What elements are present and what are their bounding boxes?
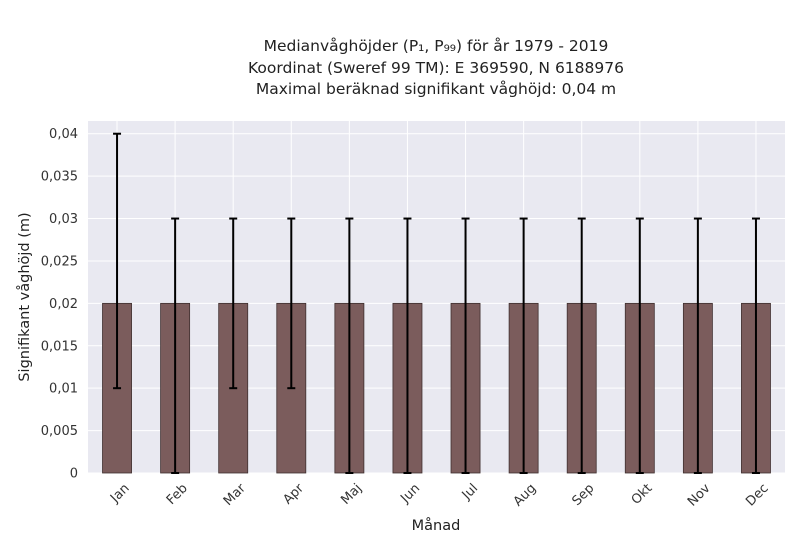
error-bars [113,132,760,474]
x-tick-label: Okt [629,481,656,508]
y-tick-label: 0,015 [41,339,78,354]
y-axis-label: Signifikant våghöjd (m) [16,212,33,381]
x-tick-label: Dec [743,481,771,509]
x-tick-label: Jun [397,481,423,507]
x-tick-label: Apr [280,481,307,508]
x-axis-label: Månad [412,517,461,534]
x-tick-label: Jul [459,481,481,503]
y-tick-label: 0,04 [49,127,78,142]
x-tick-label: Jan [107,481,132,506]
chart-title-line-1: Medianvåghöjder (P₁, P₉₉) för år 1979 - … [264,37,609,55]
y-tick-label: 0,005 [41,424,78,439]
y-tick-label: 0,02 [49,297,78,312]
y-tick-label: 0,01 [49,382,78,397]
y-axis-ticks: 0 0,005 0,01 0,015 0,02 0,025 0,03 0,035 0,04 [41,127,78,481]
x-tick-label: Sep [569,481,597,509]
y-tick-label: 0,025 [41,254,78,269]
y-tick-label: 0,035 [41,170,78,185]
chart-title-line-3: Maximal beräknad signifikant våghöjd: 0,… [256,80,616,98]
x-axis-ticks: Jan Feb Mar Apr Maj Jun Jul Aug Sep Okt Nov Dec [107,481,771,510]
chart-title-line-2: Koordinat (Sweref 99 TM): E 369590, N 61… [248,59,624,77]
chart-title: Medianvåghöjder (P₁, P₉₉) för år 1979 - … [248,37,624,98]
y-tick-label: 0,03 [49,212,78,227]
x-tick-label: Mar [221,481,249,509]
y-tick-label: 0 [70,467,78,482]
x-tick-label: Maj [338,481,365,508]
x-tick-label: Aug [511,481,540,510]
x-tick-label: Nov [685,481,714,510]
plot-area [88,121,785,473]
x-tick-label: Feb [164,481,191,508]
